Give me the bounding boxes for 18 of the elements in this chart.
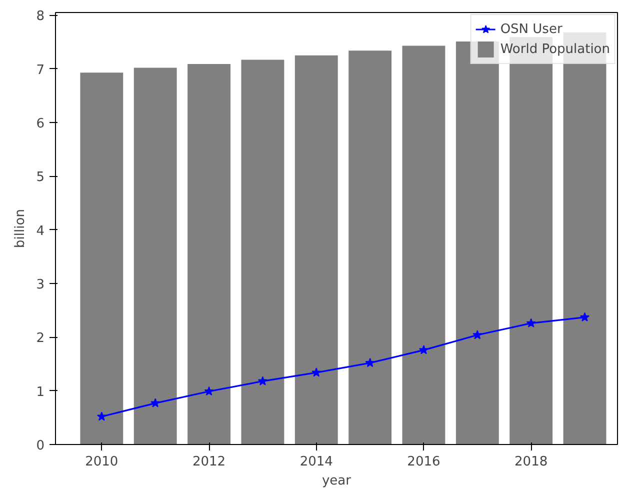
y-tick-label: 8 [36,9,45,24]
y-tick-label: 4 [36,224,45,239]
x-tick-label: 2014 [300,454,333,470]
x-tick-label: 2018 [514,454,548,470]
y-axis-title: billion [13,209,28,248]
x-tick-label: 2012 [192,454,226,470]
y-tick-label: 1 [36,384,45,400]
y-tick-label: 2 [36,331,45,346]
x-tick-label: 2010 [85,454,118,470]
x-axis-title: year [322,474,352,488]
y-tick-label: 0 [36,438,45,454]
legend-label: OSN User [500,22,562,36]
y-tick-label: 3 [36,278,45,293]
legend-label: World Population [500,42,610,56]
y-tick-label: 7 [36,62,45,78]
y-tick-label: 5 [36,170,45,186]
x-tick-label: 2016 [407,454,440,470]
y-tick-label: 6 [36,116,45,132]
